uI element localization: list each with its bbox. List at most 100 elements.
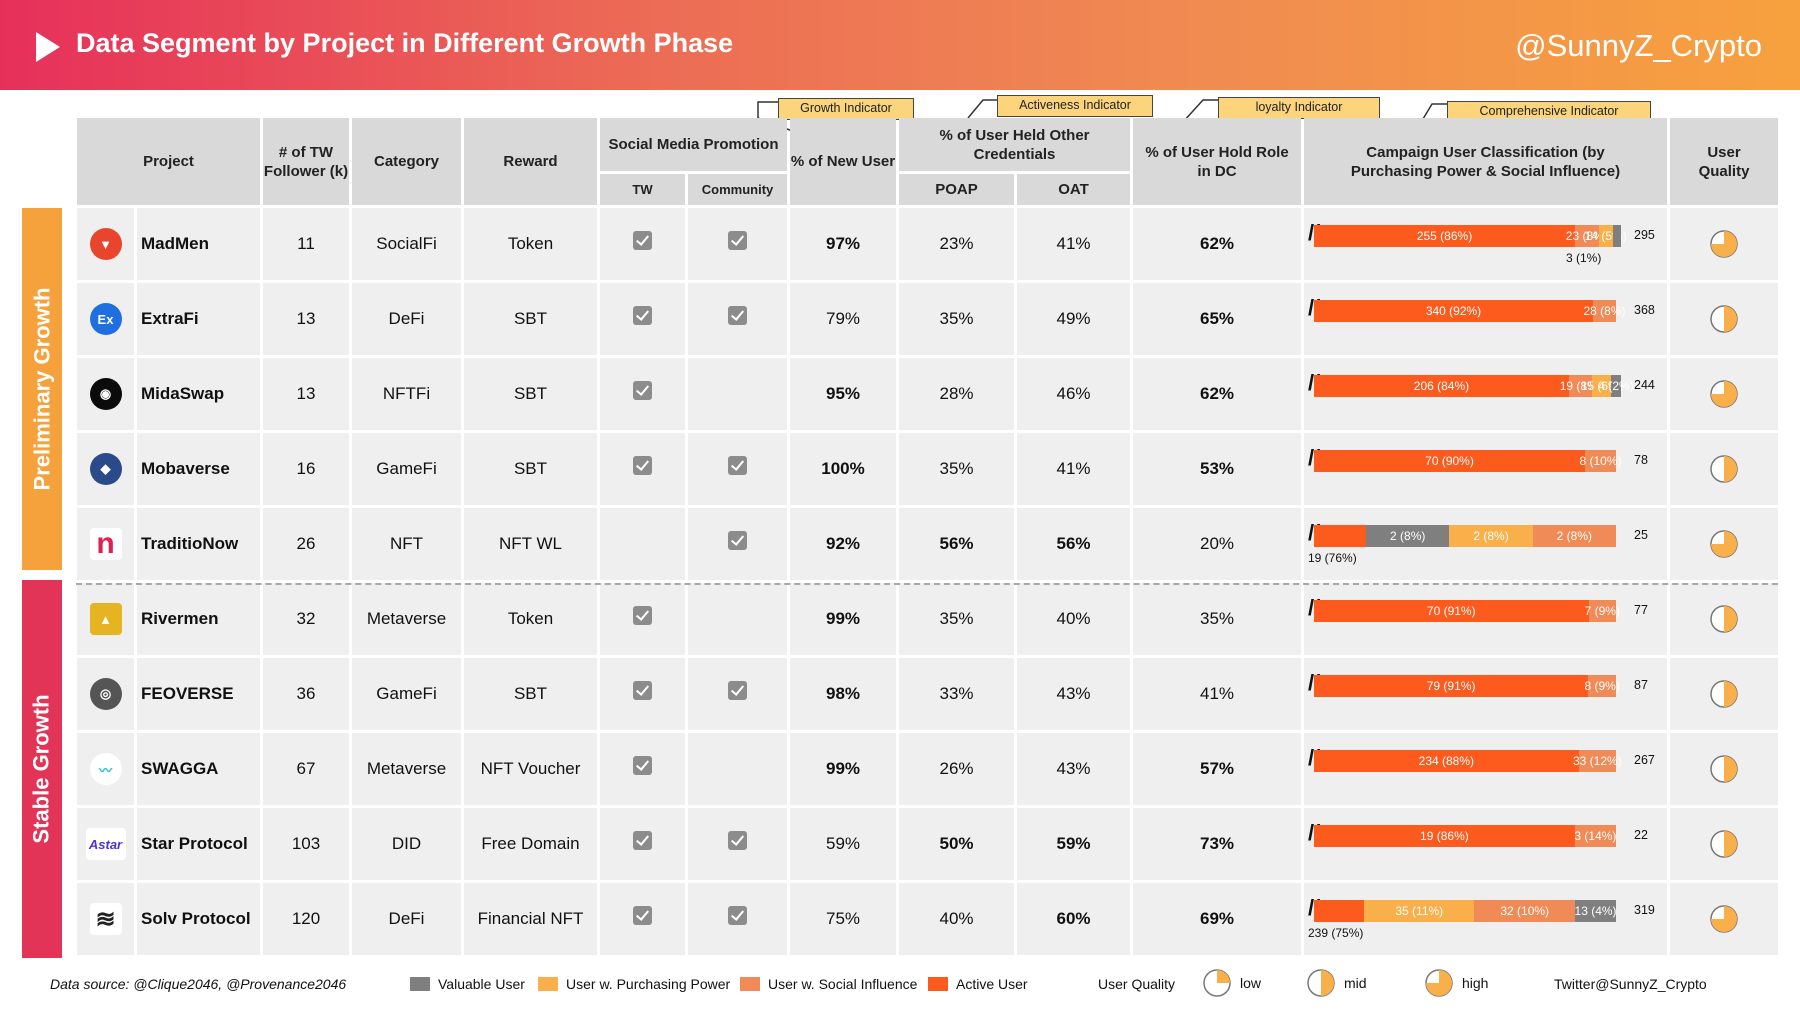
campaign-bar-cell: //234 (88%)33 (12%)267 <box>1304 733 1667 805</box>
new-user-value: 75% <box>790 883 896 955</box>
bar-segment-label: 33 (12%) <box>1572 754 1622 768</box>
project-name: Mobaverse <box>137 433 260 505</box>
header-category: Category <box>352 118 461 205</box>
campaign-bar-cell: //70 (90%)8 (10%)78 <box>1304 433 1667 505</box>
bar-total: 319 <box>1634 903 1655 917</box>
logo-cell: ▲ <box>77 583 134 655</box>
extrafi-logo-icon: Ex <box>89 303 122 335</box>
bar-segment-label: 2 (8%) <box>1390 529 1426 543</box>
project-name: FEOVERSE <box>137 658 260 730</box>
phase-preliminary: Preliminary Growth <box>22 208 62 570</box>
tw-promotion <box>600 508 685 580</box>
category-value: SocialFi <box>352 208 461 280</box>
bar-segment-social: 8 (10%) <box>1579 450 1622 472</box>
header-new-user: % of New User <box>790 118 896 205</box>
user-quality-cell <box>1670 433 1778 505</box>
stacked-bar: 70 (91%) 7 (9%) <box>1314 600 1620 622</box>
project-name: Star Protocol <box>137 808 260 880</box>
user-quality-cell <box>1670 733 1778 805</box>
play-icon <box>36 32 60 62</box>
legend-mid-label: mid <box>1344 975 1367 991</box>
bar-total: 25 <box>1634 528 1648 542</box>
bar-segment-label: 70 (90%) <box>1425 454 1474 468</box>
dc-role-value: 35% <box>1133 583 1301 655</box>
checkbox-checked-icon <box>728 905 747 925</box>
poap-value: 23% <box>899 208 1014 280</box>
community-promotion <box>688 808 787 880</box>
bar-total: 87 <box>1634 678 1648 692</box>
community-promotion <box>688 658 787 730</box>
legend-valuable: Valuable User <box>410 976 525 992</box>
category-value: GameFi <box>352 658 461 730</box>
bar-segment-label: 8 (9%) <box>1584 679 1620 693</box>
category-value: DeFi <box>352 283 461 355</box>
dc-role-value: 53% <box>1133 433 1301 505</box>
tw-promotion <box>600 208 685 280</box>
reward-value: Financial NFT <box>464 883 597 955</box>
new-user-value: 99% <box>790 733 896 805</box>
bar-segment-label: 19 (8%) <box>1559 379 1602 393</box>
followers-value: 16 <box>263 433 349 505</box>
checkbox-checked-icon <box>633 605 652 625</box>
checkbox-checked-icon <box>633 455 652 475</box>
logo-cell: ≋ <box>77 883 134 955</box>
legend: Data source: @Clique2046, @Provenance204… <box>0 968 1800 998</box>
bar-segment-active: 206 (84%) <box>1314 375 1569 397</box>
poap-value: 35% <box>899 583 1014 655</box>
growth-indicator-label: Growth Indicator <box>778 98 914 120</box>
user-quality-cell <box>1670 208 1778 280</box>
legend-quality-title: User Quality <box>1098 976 1176 992</box>
legend-swatch-active <box>928 977 948 991</box>
feoverse-logo-icon: ◎ <box>89 678 122 710</box>
user-quality-cell <box>1670 583 1778 655</box>
poap-value: 26% <box>899 733 1014 805</box>
madmen-logo-icon: ▼ <box>89 228 122 260</box>
stacked-bar: 340 (92%) 28 (8%) <box>1314 300 1626 322</box>
quality-mid-icon <box>1710 755 1738 783</box>
bar-total: 22 <box>1634 828 1648 842</box>
followers-value: 11 <box>263 208 349 280</box>
dc-role-value: 73% <box>1133 808 1301 880</box>
bar-segment-purchasing: 14 (5%) <box>1585 225 1627 247</box>
logo-cell: ◉ <box>77 358 134 430</box>
checkbox-checked-icon <box>728 305 747 325</box>
bar-segment-label: 19 (86%) <box>1420 829 1469 843</box>
followers-value: 36 <box>263 658 349 730</box>
data-source: Data source: @Clique2046, @Provenance204… <box>50 976 347 992</box>
legend-quality-mid: mid <box>1306 968 1367 998</box>
quality-mid-icon <box>1307 969 1335 997</box>
stacked-bar: 79 (91%) 8 (9%) <box>1314 675 1620 697</box>
header-quality: User Quality <box>1670 118 1778 205</box>
tw-promotion <box>600 283 685 355</box>
user-quality-cell <box>1670 658 1778 730</box>
followers-value: 26 <box>263 508 349 580</box>
bar-segment-purchasing: 35 (11%) <box>1364 900 1475 922</box>
bar-segment-label: 28 (8%) <box>1583 304 1626 318</box>
bar-segment-label: 23 (8%) <box>1565 229 1608 243</box>
bar-segment-active: 234 (88%) <box>1314 750 1579 772</box>
community-promotion <box>688 283 787 355</box>
bar-segment-label: 7 (9%) <box>1584 604 1620 618</box>
community-promotion <box>688 508 787 580</box>
stacked-bar: 70 (90%) 8 (10%) <box>1314 450 1622 472</box>
reward-value: SBT <box>464 283 597 355</box>
legend-social-label: User w. Social Influence <box>768 976 918 992</box>
new-user-value: 95% <box>790 358 896 430</box>
campaign-bar-cell: //340 (92%)28 (8%)368 <box>1304 283 1667 355</box>
oat-value: 40% <box>1017 583 1130 655</box>
quality-mid-icon <box>1710 305 1738 333</box>
oat-value: 60% <box>1017 883 1130 955</box>
legend-swatch-valuable <box>410 977 430 991</box>
legend-low-label: low <box>1240 975 1262 991</box>
campaign-bar-cell: //79 (91%)8 (9%)87 <box>1304 658 1667 730</box>
followers-value: 32 <box>263 583 349 655</box>
project-name: ExtraFi <box>137 283 260 355</box>
logo-cell: ▼ <box>77 208 134 280</box>
bar-segment-social: 3 (14%) <box>1574 825 1616 847</box>
bar-segment-label: 35 (11%) <box>1395 904 1444 918</box>
title-banner: Data Segment by Project in Different Gro… <box>0 0 1800 90</box>
bar-note-label: 3 (1%) <box>1566 251 1602 265</box>
bar-segment-active: 255 (86%) <box>1314 225 1576 247</box>
phase-preliminary-label: Preliminary Growth <box>29 287 55 491</box>
bar-total: 267 <box>1634 753 1655 767</box>
